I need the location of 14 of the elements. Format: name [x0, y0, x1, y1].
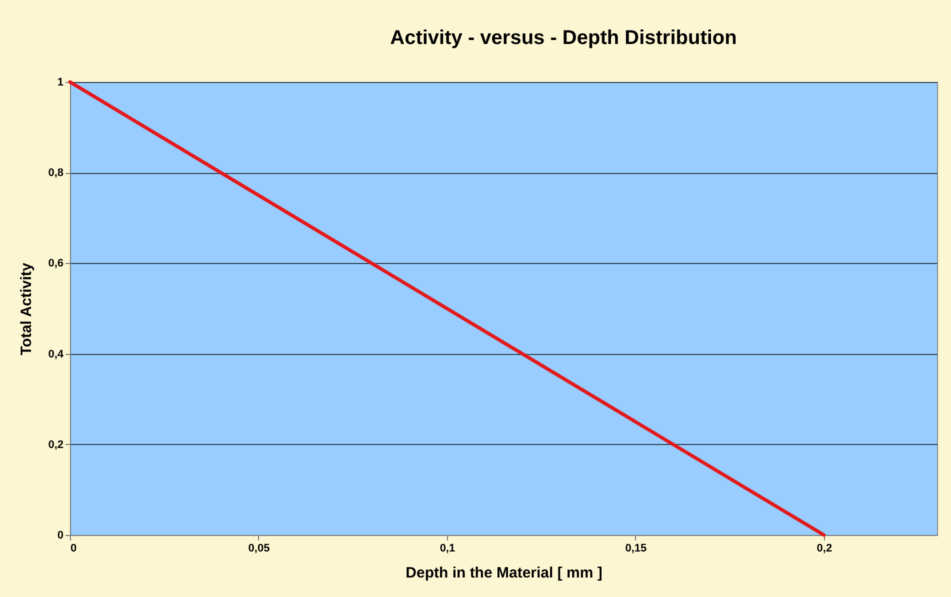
x-tick-label: 0,05 [248, 542, 270, 554]
x-tick-label: 0,1 [440, 542, 456, 554]
y-tick-label: 1 [57, 76, 64, 88]
x-axis-title: Depth in the Material [ mm ] [406, 564, 602, 582]
y-tick-label: 0,8 [48, 167, 64, 180]
y-tick-label: 0,6 [48, 258, 64, 270]
x-tick-label: 0 [70, 542, 77, 554]
x-tick-label: 0,15 [625, 542, 647, 554]
y-tick-label: 0,2 [48, 438, 64, 451]
y-tick-label: 0,4 [48, 348, 64, 360]
chart-title: Activity - versus - Depth Distribution [390, 27, 737, 49]
y-axis-title: Total Activity [18, 262, 36, 356]
x-tick-label: 0,2 [816, 542, 832, 554]
y-tick-label: 0 [57, 530, 64, 542]
